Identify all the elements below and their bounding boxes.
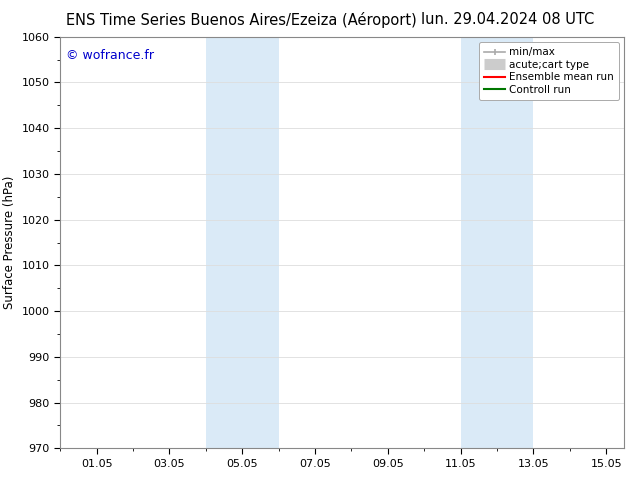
- Text: lun. 29.04.2024 08 UTC: lun. 29.04.2024 08 UTC: [420, 12, 594, 27]
- Text: ENS Time Series Buenos Aires/Ezeiza (Aéroport): ENS Time Series Buenos Aires/Ezeiza (Aér…: [65, 12, 417, 28]
- Bar: [206, 37, 279, 448]
- Bar: [461, 37, 533, 448]
- Text: © wofrance.fr: © wofrance.fr: [66, 49, 154, 62]
- Legend: min/max, acute;cart type, Ensemble mean run, Controll run: min/max, acute;cart type, Ensemble mean …: [479, 42, 619, 100]
- Y-axis label: Surface Pressure (hPa): Surface Pressure (hPa): [3, 176, 16, 309]
